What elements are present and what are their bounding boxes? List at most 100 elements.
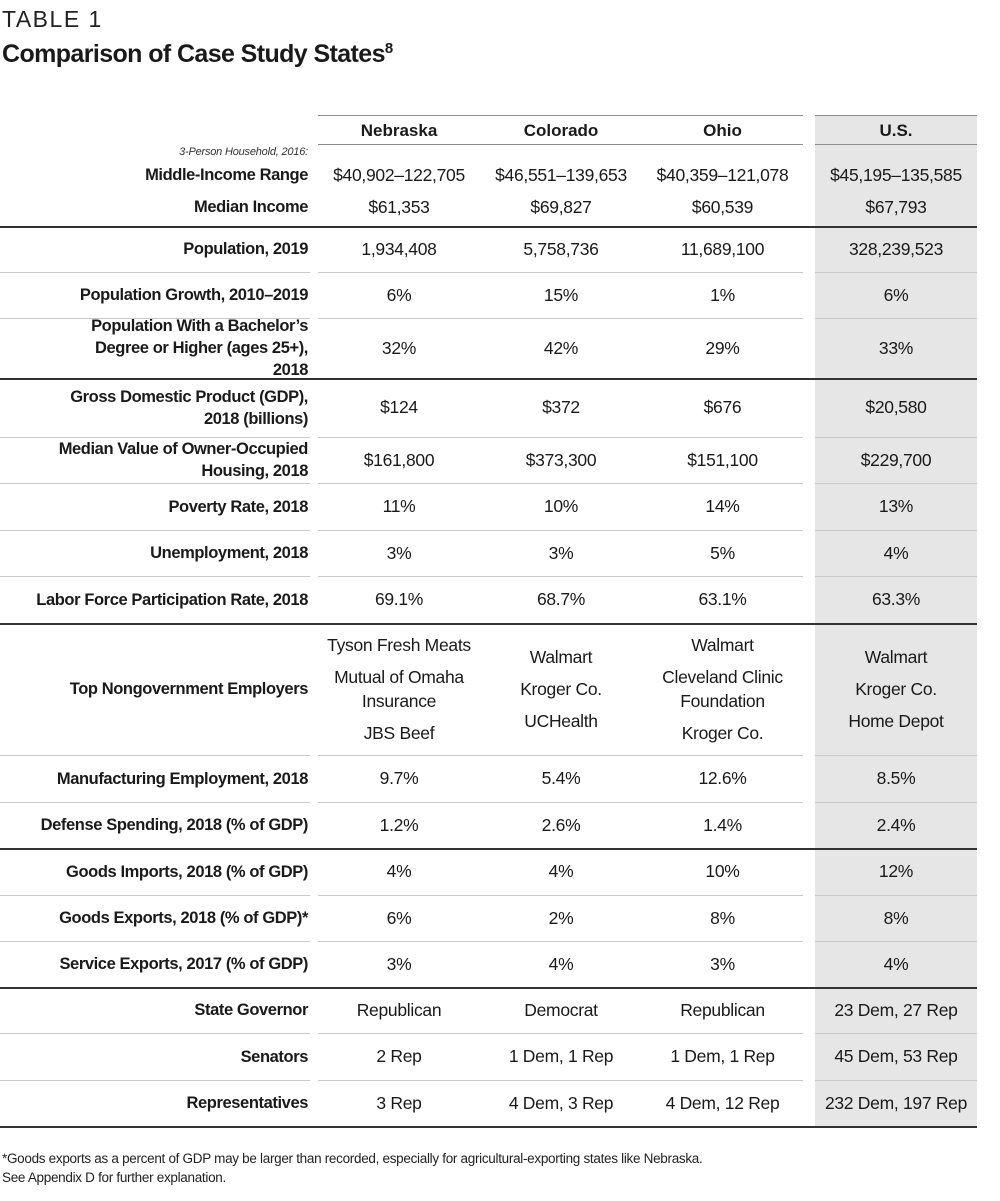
row-value: 12%	[878, 861, 914, 881]
row-divider	[318, 1033, 803, 1034]
row-divider	[815, 802, 977, 803]
row-value: 4%	[883, 542, 909, 563]
title-footnote-ref: 8	[384, 40, 393, 57]
row-value: 232 Dem, 197 Rep	[824, 1092, 968, 1113]
employer-item: Walmart	[529, 647, 593, 667]
row-label: Median Value of Owner-Occupied Housing, …	[58, 440, 309, 480]
row-value: $60,539	[691, 196, 754, 217]
row-value: $61,353	[368, 196, 430, 217]
row-label: Poverty Rate, 2018	[168, 497, 308, 516]
group-divider	[0, 1126, 977, 1128]
row-value: 10%	[705, 861, 740, 881]
row-divider	[815, 1033, 977, 1034]
row-divider	[0, 895, 310, 896]
row-label: Service Exports, 2017 (% of GDP)	[59, 955, 308, 973]
row-value: 63.3%	[871, 589, 921, 609]
row-label: Middle-Income Range	[145, 166, 308, 184]
employer-item: JBS Beef	[363, 723, 435, 743]
row-divider	[318, 530, 803, 531]
row-value: 5.4%	[541, 768, 581, 788]
row-divider	[0, 1080, 310, 1081]
column-header-us: U.S.	[879, 121, 913, 140]
row-value: 6%	[883, 284, 909, 305]
row-value: $69,827	[530, 196, 592, 217]
row-value: 45 Dem, 53 Rep	[834, 1046, 958, 1066]
title-text: Comparison of Case Study States	[2, 40, 385, 68]
row-value: Republican	[356, 999, 442, 1020]
footnote-line: *Goods exports as a percent of GDP may b…	[2, 1151, 703, 1166]
row-value: 3%	[386, 542, 412, 563]
row-value: $373,300	[525, 449, 597, 470]
employer-item: Mutual of Omaha Insurance	[334, 667, 464, 711]
row-divider	[815, 895, 977, 896]
row-label: Gross Domestic Product (GDP), 2018 (bill…	[70, 387, 308, 428]
row-divider	[318, 272, 803, 273]
row-label: Labor Force Participation Rate, 2018	[36, 590, 308, 609]
row-label: Median Income	[194, 198, 308, 216]
row-value: 10%	[543, 496, 579, 516]
row-label: Goods Imports, 2018 (% of GDP)	[66, 862, 308, 881]
row-divider	[0, 576, 310, 577]
row-value: 11,689,100	[680, 238, 765, 259]
row-value: 9.7%	[379, 768, 419, 788]
row-divider	[318, 483, 803, 484]
header-rule	[815, 115, 977, 116]
row-value: 3%	[548, 542, 574, 563]
row-divider	[0, 530, 310, 531]
employer-list: Walmart Cleveland Clinic Foundation Kroger…	[642, 623, 803, 755]
row-divider	[318, 895, 803, 896]
row-value: 328,239,523	[848, 238, 944, 259]
row-value: 3%	[386, 953, 412, 974]
row-value: 29%	[705, 337, 740, 358]
employer-item: Walmart	[691, 635, 754, 655]
row-value: $676	[703, 397, 742, 417]
row-value: 13%	[878, 496, 914, 516]
row-divider	[0, 755, 310, 756]
header-rule	[318, 115, 803, 116]
header-rule	[815, 144, 977, 145]
row-label: Defense Spending, 2018 (% of GDP)	[40, 816, 309, 834]
income-note: 3-Person Household, 2016:	[0, 144, 308, 160]
row-label: Population, 2019	[183, 240, 308, 258]
row-value: $67,793	[865, 196, 927, 217]
row-value: 2.4%	[876, 814, 916, 835]
group-divider	[0, 378, 977, 380]
row-value: 3 Rep	[376, 1092, 422, 1113]
row-divider	[318, 576, 803, 577]
row-divider	[318, 755, 803, 756]
employer-item: Tyson Fresh Meats	[327, 635, 471, 655]
row-label: Unemployment, 2018	[150, 544, 308, 562]
employer-item: Walmart	[864, 647, 928, 667]
row-value: $372	[542, 397, 580, 417]
employer-item: UCHealth	[524, 711, 598, 731]
row-value: $229,700	[860, 449, 932, 470]
row-divider	[0, 437, 310, 438]
row-value: 3%	[710, 953, 735, 974]
row-value: 8%	[710, 907, 735, 928]
row-value: $20,580	[865, 397, 927, 417]
row-divider	[0, 1033, 310, 1034]
row-value: Democrat	[524, 999, 598, 1020]
household-note: 3-Person Household, 2016:	[179, 146, 308, 158]
row-divider	[815, 755, 977, 756]
row-value: 33%	[878, 337, 914, 358]
row-value: 4%	[386, 861, 412, 881]
row-divider	[0, 802, 310, 803]
row-divider	[815, 483, 977, 484]
row-value: 6%	[386, 284, 412, 305]
row-value: 4%	[548, 953, 574, 974]
row-value: 12.6%	[698, 768, 747, 788]
footnote-line: See Appendix D for further explanation.	[2, 1170, 226, 1185]
table-title: Comparison of Case Study States8	[2, 40, 393, 69]
row-divider	[0, 318, 310, 319]
row-value: 14%	[705, 496, 740, 516]
row-value: 69.1%	[374, 589, 424, 609]
footnote: *Goods exports as a percent of GDP may b…	[2, 1149, 703, 1187]
row-value: 2.6%	[541, 814, 581, 835]
row-value: $46,551–139,653	[495, 164, 627, 185]
row-value: 42%	[543, 337, 579, 358]
row-label: Manufacturing Employment, 2018	[56, 769, 309, 788]
row-value: 8%	[883, 907, 909, 928]
row-value: 2 Rep	[376, 1046, 422, 1066]
group-divider	[0, 987, 977, 989]
